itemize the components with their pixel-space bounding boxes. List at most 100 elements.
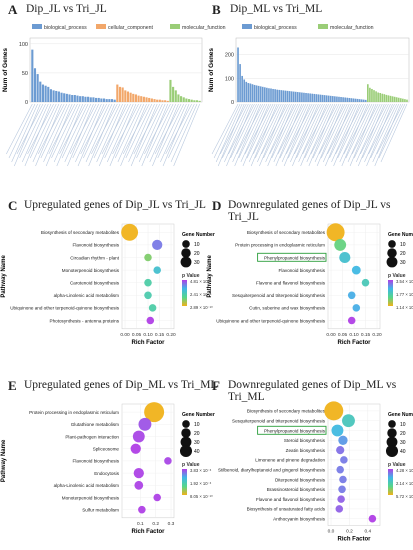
bar-cellular_component [148,97,151,102]
panel-title-d: Downregulated genes of Dip_JL vs Tri_JL [228,199,391,223]
color-legend-label: 3.83 × 10⁻³ [190,468,212,473]
x-tick-text-placeholder [11,103,38,163]
pathway-label: Phenylpropanoid biosynthesis [264,428,326,433]
x-axis-label: Rich Factor [337,340,371,346]
x-tick-text-placeholder [32,103,60,163]
x-tick-text-placeholder [27,103,54,155]
bar-molecular_function [174,90,177,102]
kegg-bubble-chart-f: 0.0 0.2 0.4 Rich Factor Biosynthesis of seco… [218,401,413,543]
bubble-point [144,291,152,300]
size-legend-dot [387,428,397,438]
x-tick-text-placeholder [226,103,253,167]
bar-biological_process [84,96,87,102]
bar-molecular_function [387,95,390,102]
pathway-label: Diterpenoid biosynthesis [275,477,326,482]
bubble-point [337,495,345,503]
x-tick-text-placeholder [327,103,354,155]
bar-biological_process [105,99,108,102]
x-tick-text-placeholder [281,103,309,163]
bar-biological_process [49,89,52,102]
bar-biological_process [288,91,291,102]
bar-biological_process [31,49,34,102]
x-tick-text-placeholder [252,103,280,155]
size-legend-dot [387,248,397,258]
x-axis-label: Rich Factor [131,340,165,346]
x-tick-text-placeholder [325,103,352,167]
x-tick-text-placeholder [343,103,371,155]
x-tick-text-placeholder [85,103,113,163]
x-tick-text-placeholder [353,103,381,159]
legend-swatch-biological_process [242,24,252,29]
x-tick-text-placeholder [133,103,161,155]
x-tick-text-placeholder [29,103,57,159]
bar-cellular_component [161,100,164,102]
bar-molecular_function [367,84,369,102]
pathway-label: Sesquiterpenoid and triterpenoid biosynt… [232,293,326,298]
x-tick-text-placeholder [242,103,270,167]
x-tick-text-placeholder [88,103,115,167]
x-tick-text-placeholder [306,103,334,163]
size-legend-value: 30 [400,260,406,266]
bar-biological_process [350,98,353,102]
bar-biological_process [336,96,338,102]
size-legend-dot [180,256,192,268]
bubble-point [361,278,370,287]
x-tick-label: 0.2 [152,521,159,527]
x-tick-text-placeholder [308,103,336,167]
bubble-point [138,417,152,431]
color-legend-title: p Value [388,462,406,468]
size-legend-value: 20 [194,431,200,437]
panel-title-a: Dip_JL vs Tri_JL [26,3,107,15]
bar-biological_process [237,47,239,102]
x-tick-text-placeholder [130,103,158,167]
bubble-point [324,401,344,421]
size-legend-dot [385,444,399,458]
bar-cellular_component [121,87,124,102]
bubble-point [334,238,347,251]
x-tick-text-placeholder [296,103,323,159]
x-tick-text-placeholder [53,103,81,163]
x-tick-text-placeholder [333,103,360,167]
bar-molecular_function [371,88,373,102]
x-tick-text-placeholder [351,103,379,155]
bar-molecular_function [187,99,191,102]
bubble-point [130,443,141,454]
bar-molecular_function [375,91,377,102]
pathway-label: Phenylpropanoid biosynthesis [264,255,326,260]
x-tick-text-placeholder [114,103,142,159]
x-tick-text-placeholder [117,103,145,163]
x-tick-text-placeholder [335,103,362,155]
x-tick-text-placeholder [8,103,36,159]
bubble-point [164,457,172,465]
go-bar-chart-b: biological_process molecular_function Num … [208,24,410,167]
bar-biological_process [356,98,359,102]
color-legend-label: 4.81 × 10⁻⁶ [190,279,212,284]
y-tick-label: 200 [225,53,234,59]
x-tick-label: 0.10 [349,332,359,338]
bubble-point [336,446,345,455]
bar-cellular_component [145,97,148,102]
bar-cellular_component [129,92,132,102]
bar-molecular_function [399,98,402,102]
size-legend-dot [181,248,191,258]
pathway-label: Biosynthesis of secondary metabolites [41,230,120,235]
bar-biological_process [39,81,42,102]
size-legend-value: 20 [400,251,406,257]
bubble-point [339,251,351,264]
panel-letter-f: F [212,378,220,393]
panel-letter-b: B [212,2,221,17]
bar-biological_process [364,99,367,102]
pathway-label: Steroid biosynthesis [284,438,326,443]
bar-cellular_component [142,96,145,102]
x-tick-text-placeholder [14,103,41,167]
bar-molecular_function [193,100,196,102]
color-legend-label: 2.89 × 10⁻¹⁰ [190,305,213,310]
legend-label-cellular_component: cellular_component [108,25,154,31]
bar-biological_process [110,99,114,102]
x-tick-text-placeholder [149,103,177,163]
color-legend-label: 4.28 × 10⁻⁴ [396,468,413,473]
x-tick-text-placeholder [362,103,389,159]
bar-biological_process [253,84,256,102]
color-legend-label: 1.92 × 10⁻³ [190,481,212,486]
x-tick-text-placeholder [300,103,327,167]
